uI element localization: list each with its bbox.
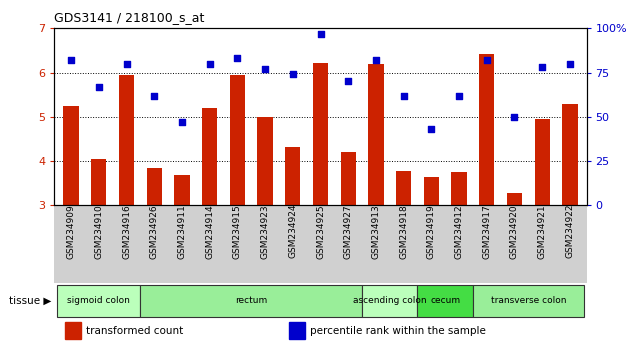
- Bar: [362, 285, 417, 317]
- Point: [177, 119, 187, 125]
- Bar: [451, 172, 467, 205]
- Bar: [313, 63, 328, 205]
- Bar: [229, 75, 245, 205]
- Point: [370, 57, 381, 63]
- Bar: [424, 177, 439, 205]
- Point: [121, 61, 131, 67]
- Text: transformed count: transformed count: [87, 326, 184, 336]
- Bar: [288, 322, 304, 339]
- Bar: [285, 147, 301, 205]
- Point: [260, 66, 271, 72]
- Point: [481, 57, 492, 63]
- Point: [343, 79, 353, 84]
- Bar: [147, 168, 162, 205]
- Point: [232, 56, 242, 61]
- Point: [315, 31, 326, 36]
- Point: [537, 64, 547, 70]
- Bar: [417, 285, 473, 317]
- Bar: [369, 64, 383, 205]
- Text: transverse colon: transverse colon: [490, 296, 566, 306]
- Bar: [258, 117, 272, 205]
- Bar: [473, 285, 584, 317]
- Point: [399, 93, 409, 98]
- Text: cecum: cecum: [430, 296, 460, 306]
- Point: [510, 114, 520, 120]
- Point: [426, 126, 437, 132]
- Bar: [479, 54, 494, 205]
- Bar: [340, 152, 356, 205]
- Point: [565, 61, 575, 67]
- Bar: [562, 104, 578, 205]
- Text: percentile rank within the sample: percentile rank within the sample: [310, 326, 486, 336]
- Bar: [174, 175, 190, 205]
- Point: [94, 84, 104, 90]
- Bar: [91, 159, 106, 205]
- Bar: [63, 106, 79, 205]
- Text: rectum: rectum: [235, 296, 267, 306]
- Bar: [202, 108, 217, 205]
- Text: GDS3141 / 218100_s_at: GDS3141 / 218100_s_at: [54, 11, 205, 24]
- Bar: [65, 322, 81, 339]
- Point: [149, 93, 160, 98]
- Bar: [507, 193, 522, 205]
- Point: [66, 57, 76, 63]
- Point: [204, 61, 215, 67]
- Bar: [119, 75, 134, 205]
- Bar: [57, 285, 140, 317]
- Bar: [140, 285, 362, 317]
- Text: sigmoid colon: sigmoid colon: [67, 296, 130, 306]
- Text: tissue ▶: tissue ▶: [9, 296, 51, 306]
- Bar: [396, 171, 412, 205]
- Point: [288, 72, 298, 77]
- Text: ascending colon: ascending colon: [353, 296, 427, 306]
- Bar: [535, 119, 550, 205]
- Point: [454, 93, 464, 98]
